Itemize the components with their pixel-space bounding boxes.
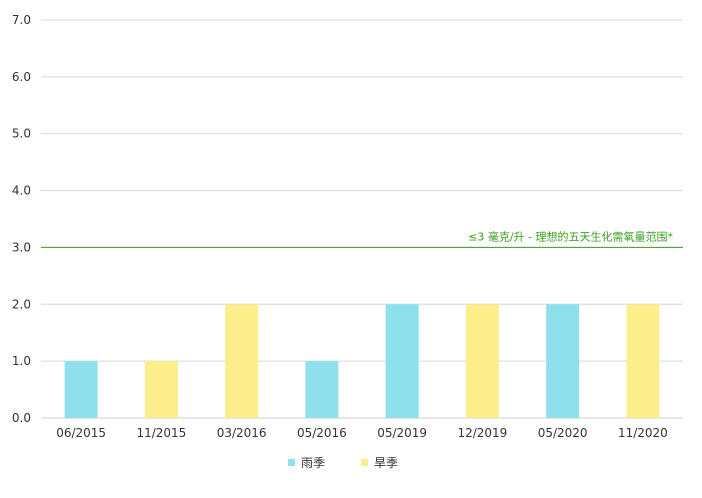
bar-11-2020[interactable]	[626, 304, 660, 418]
legend-swatch-rainy	[288, 459, 295, 466]
y-tick-label: 1.0	[12, 354, 31, 368]
y-tick-label: 5.0	[12, 127, 31, 141]
y-tick-label: 3.0	[12, 240, 31, 254]
x-axis-ticks: 06/2015 11/2015 03/2016 05/2016 05/2019 12/20…	[56, 426, 668, 440]
bar-06-2015[interactable]	[64, 361, 98, 418]
x-tick-label: 03/2016	[217, 426, 267, 440]
y-axis-ticks: 0.0 1.0 2.0 3.0 4.0 5.0 6.0 7.0	[12, 13, 31, 425]
y-tick-label: 2.0	[12, 297, 31, 311]
legend-swatch-dry	[361, 459, 368, 466]
y-tick-label: 0.0	[12, 411, 31, 425]
x-tick-label: 05/2020	[538, 426, 588, 440]
bar-11-2015[interactable]	[144, 361, 178, 418]
legend: 雨季 旱季	[288, 456, 398, 470]
bar-03-2016[interactable]	[225, 304, 259, 418]
x-tick-label: 11/2020	[618, 426, 668, 440]
x-tick-label: 05/2016	[297, 426, 347, 440]
reference-line-label: ≤3 毫克/升 - 理想的五天生化需氧量范围*	[468, 229, 673, 243]
x-tick-label: 11/2015	[136, 426, 186, 440]
bar-12-2019[interactable]	[465, 304, 499, 418]
legend-item-dry[interactable]: 旱季	[361, 456, 398, 470]
y-tick-label: 6.0	[12, 70, 31, 84]
y-tick-label: 7.0	[12, 13, 31, 27]
x-tick-label: 12/2019	[457, 426, 507, 440]
legend-item-rainy[interactable]: 雨季	[288, 456, 325, 470]
bar-05-2016[interactable]	[305, 361, 339, 418]
gridlines	[41, 19, 683, 419]
y-tick-label: 4.0	[12, 184, 31, 198]
x-tick-label: 05/2019	[377, 426, 427, 440]
x-tick-label: 06/2015	[56, 426, 106, 440]
bars	[64, 304, 660, 418]
bar-05-2019[interactable]	[385, 304, 419, 418]
legend-label-rainy: 雨季	[301, 456, 325, 470]
bar-05-2020[interactable]	[546, 304, 580, 418]
reference-line-group: ≤3 毫克/升 - 理想的五天生化需氧量范围*	[41, 229, 683, 248]
legend-label-dry: 旱季	[374, 456, 398, 470]
